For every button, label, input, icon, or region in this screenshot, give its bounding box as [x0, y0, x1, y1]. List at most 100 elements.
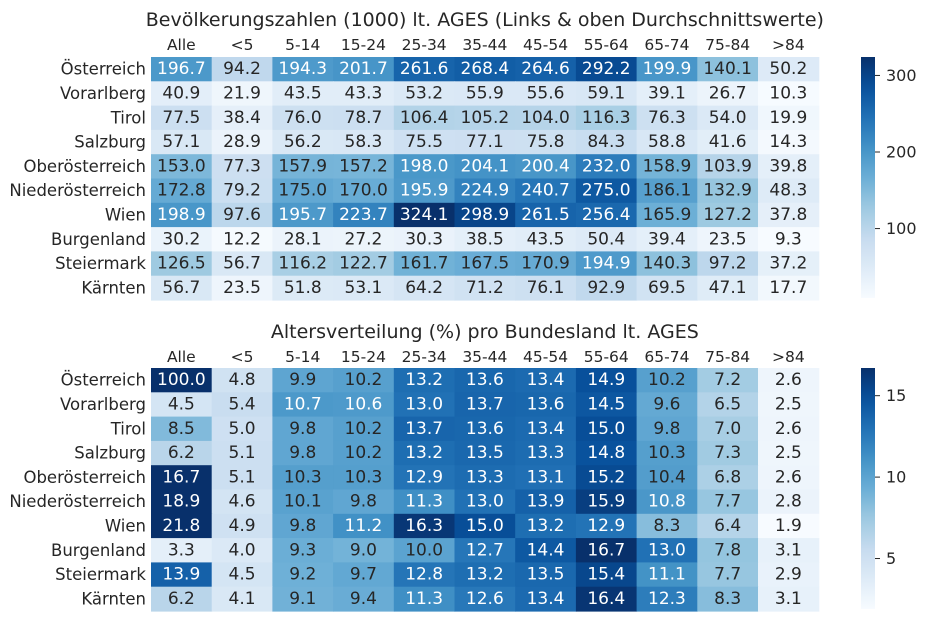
cell-value: 298.9 [461, 205, 510, 225]
heatmap-cell [393, 489, 456, 515]
heatmap-cell [151, 586, 213, 612]
cell-value: 13.6 [466, 370, 504, 390]
heatmap-cell [393, 368, 456, 393]
cell-value: 16.4 [587, 589, 625, 609]
heatmap-cell [454, 57, 516, 82]
heatmap-cell [697, 251, 759, 277]
cell-value: 10.8 [648, 492, 686, 512]
heatmap-cell [272, 586, 334, 612]
heatmap-cell [636, 178, 698, 204]
cell-value: 12.8 [405, 565, 443, 585]
heatmap-cell [515, 105, 577, 131]
cell-value: 39.8 [769, 156, 807, 176]
cell-value: 14.9 [587, 370, 625, 390]
heatmap-cell [515, 154, 577, 180]
cell-value: 201.7 [339, 59, 388, 79]
heatmap-cell [454, 562, 516, 588]
row-label: Oberösterreich [23, 468, 146, 487]
heatmap-cell [697, 57, 759, 82]
heatmap-cell [393, 562, 456, 588]
heatmap-cell [515, 178, 577, 204]
heatmap-cell [697, 275, 759, 301]
cell-value: 76.1 [527, 278, 565, 298]
heatmap-cell [758, 368, 820, 393]
cell-value: 116.3 [582, 108, 631, 128]
heatmap-cell [697, 465, 759, 491]
heatmap-cell [758, 392, 820, 418]
cell-value: 161.7 [400, 254, 449, 274]
cell-value: 48.3 [769, 181, 807, 201]
column-label: 15-24 [341, 348, 386, 366]
heatmap-cell [697, 202, 759, 228]
cell-value: 56.7 [223, 254, 261, 274]
cell-value: 11.3 [405, 492, 443, 512]
heatmap-cell [272, 538, 334, 563]
cell-value: 10.3 [284, 467, 322, 487]
heatmap-cell [758, 251, 820, 277]
cell-value: 38.4 [223, 108, 261, 128]
heatmap-cell [151, 368, 213, 393]
heatmap-cell [515, 227, 577, 252]
heatmap-cell [454, 251, 516, 277]
heatmap-cell [636, 105, 698, 131]
cell-value: 55.6 [527, 83, 565, 103]
heatmap-cell [333, 202, 395, 228]
heatmap-cell [575, 202, 638, 228]
heatmap-cell [575, 440, 638, 466]
cell-value: 8.3 [714, 589, 741, 609]
heatmap-cell [151, 129, 213, 155]
heatmap-cell [636, 538, 698, 563]
cell-value: 12.2 [223, 229, 261, 249]
heatmap-cell [575, 178, 638, 204]
cell-value: 13.4 [527, 419, 565, 439]
heatmap-cell [211, 154, 273, 180]
cell-value: 7.3 [714, 443, 741, 463]
cell-value: 15.0 [587, 419, 625, 439]
heatmap-cell [272, 129, 334, 155]
heatmap-cell [211, 586, 273, 612]
chart-title: Bevölkerungszahlen (1000) lt. AGES (Link… [146, 9, 824, 31]
cell-value: 6.2 [168, 589, 195, 609]
cell-value: 4.1 [229, 589, 256, 609]
heatmap-cell [333, 81, 395, 107]
heatmap-cell [272, 392, 334, 418]
cell-value: 6.5 [714, 394, 741, 414]
heatmap-cell [575, 513, 638, 539]
cell-value: 13.2 [466, 565, 504, 585]
cell-value: 23.5 [223, 278, 261, 298]
heatmap-cell [636, 392, 698, 418]
heatmap-cell [393, 251, 456, 277]
heatmap-cell [575, 154, 638, 180]
cell-value: 58.3 [345, 132, 383, 152]
heatmap-cell [333, 251, 395, 277]
heatmap-cell [454, 440, 516, 466]
heatmap-cell [758, 57, 820, 82]
colorbar-tick-label: 200 [886, 143, 917, 162]
heatmap-cell [697, 489, 759, 515]
heatmap-cell [211, 251, 273, 277]
heatmap-cell [393, 154, 456, 180]
cell-value: 12.7 [466, 540, 504, 560]
cell-value: 15.4 [587, 565, 625, 585]
heatmap-cell [272, 57, 334, 82]
heatmap-cell [393, 178, 456, 204]
cell-value: 16.3 [405, 516, 443, 536]
heatmap-cell [151, 538, 213, 563]
cell-value: 5.4 [229, 394, 256, 414]
row-label: Kärnten [81, 278, 146, 297]
heatmap-cell [393, 440, 456, 466]
heatmap-cell [575, 129, 638, 155]
cell-value: 9.3 [775, 229, 802, 249]
colorbar-tick-label: 5 [886, 549, 896, 568]
heatmap-cell [575, 81, 638, 107]
cell-value: 71.2 [466, 278, 504, 298]
heatmap-cell [272, 202, 334, 228]
heatmap-cell [272, 251, 334, 277]
cell-value: 13.3 [466, 467, 504, 487]
cell-value: 14.3 [769, 132, 807, 152]
column-label: 75-84 [705, 36, 750, 54]
cell-value: 2.8 [775, 492, 802, 512]
heatmap-cell [575, 489, 638, 515]
cell-value: 9.9 [289, 370, 316, 390]
